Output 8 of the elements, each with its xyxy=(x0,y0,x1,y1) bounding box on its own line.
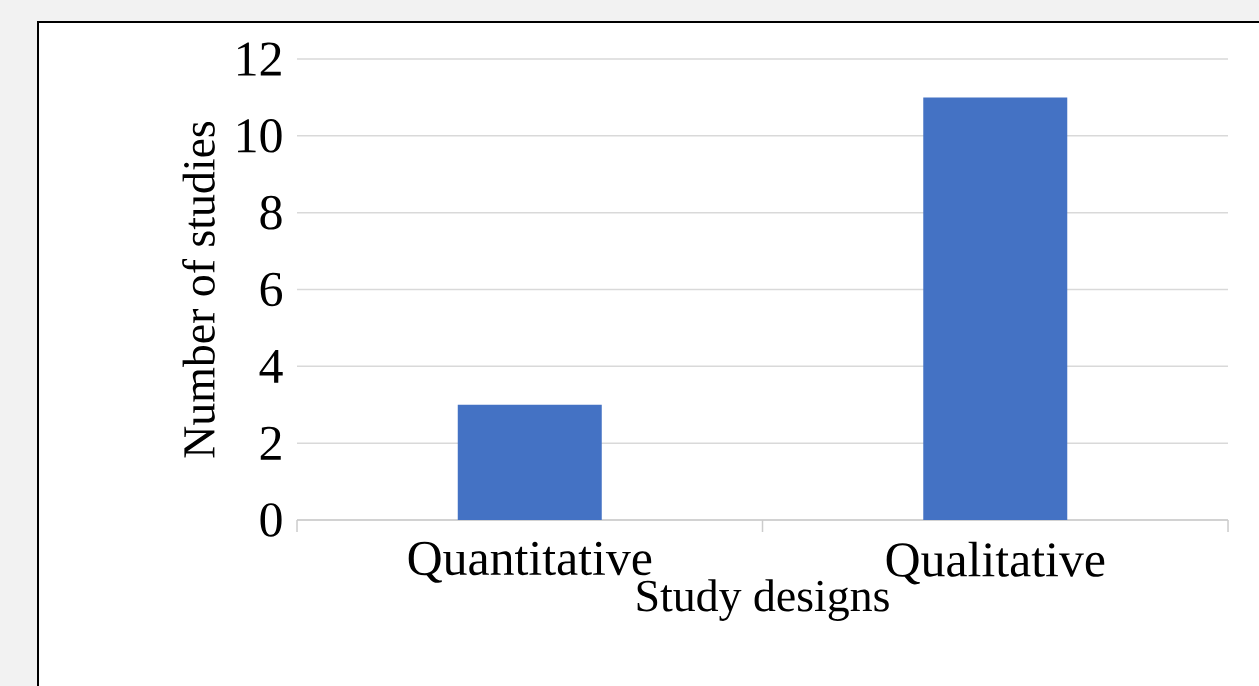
y-tick-label: 0 xyxy=(260,503,282,537)
y-tick-label: 8 xyxy=(260,195,282,230)
y-tick-label: 10 xyxy=(238,119,282,153)
y-tick-label: 12 xyxy=(238,42,281,76)
y-axis-title: Number of studies xyxy=(182,121,215,458)
y-tick-label: 2 xyxy=(260,426,281,460)
y-tick-label: 6 xyxy=(260,272,282,307)
y-tick-label: 4 xyxy=(259,349,283,383)
